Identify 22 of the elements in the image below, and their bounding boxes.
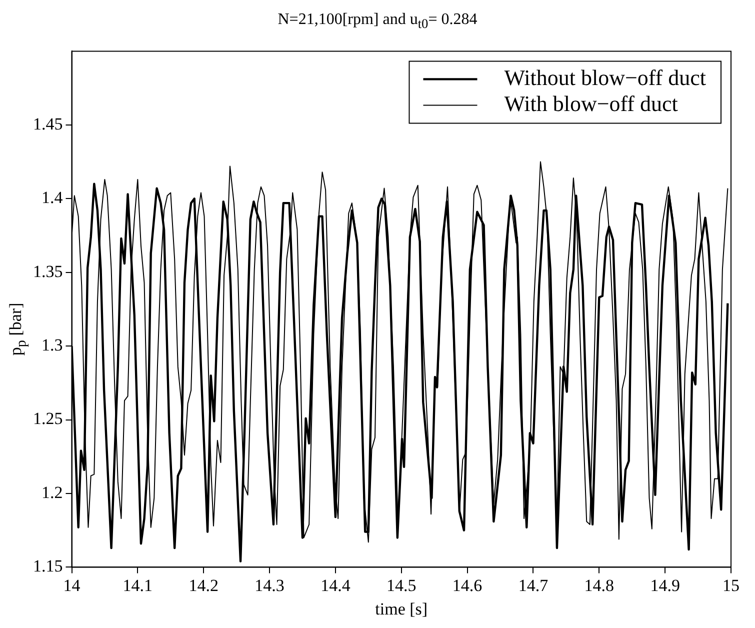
x-axis-title: time [s] [375, 599, 428, 618]
x-tick-label: 14.5 [386, 576, 416, 595]
y-tick-label: 1.4 [42, 188, 64, 208]
x-tick-label: 14.1 [122, 576, 153, 595]
y-tick-label: 1.3 [42, 336, 63, 355]
x-tick-label: 14.8 [584, 576, 614, 595]
x-tick-label: 14 [63, 576, 81, 595]
x-tick-label: 14.2 [188, 576, 218, 595]
x-tick-label: 14.7 [518, 576, 549, 595]
y-tick-label: 1.25 [33, 409, 63, 428]
y-tick-label: 1.2 [42, 482, 63, 502]
x-tick-label: 14.3 [254, 576, 284, 595]
legend-label: Without blow−off duct [504, 64, 706, 90]
x-tick-label: 15 [722, 576, 740, 595]
x-tick-label: 14.4 [320, 576, 351, 595]
x-tick-label: 14.9 [650, 576, 680, 595]
y-tick-label: 1.45 [33, 114, 63, 134]
y-tick-label: 1.35 [33, 262, 63, 281]
y-tick-label: 1.15 [33, 556, 63, 576]
legend-label: With blow−off duct [504, 90, 678, 116]
x-tick-label: 14.6 [452, 576, 482, 595]
chart-title: N=21,100[rpm] and u$_{t0}$= 0.284 [276, 10, 478, 34]
